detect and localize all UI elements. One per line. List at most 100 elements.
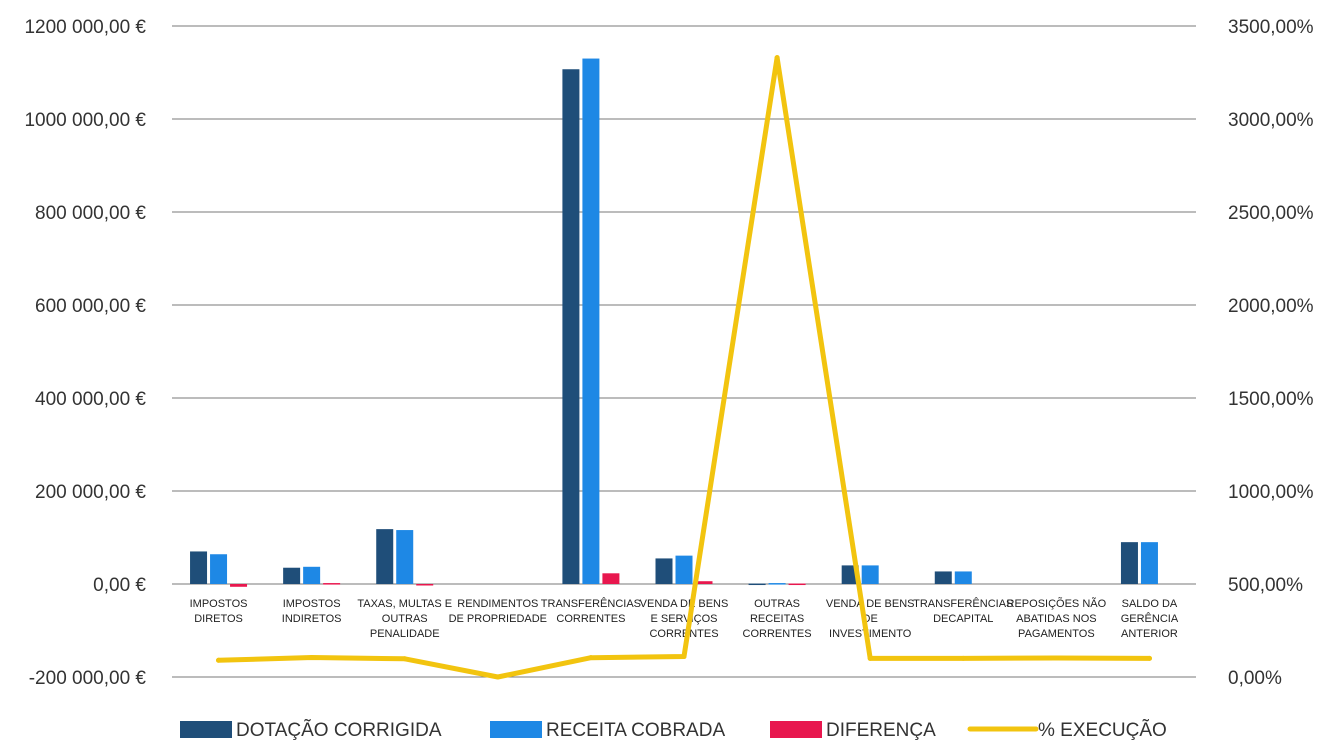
legend-swatch-3 — [770, 721, 822, 738]
category-label: RENDIMENTOS DE PROPRIEDADE — [449, 598, 547, 625]
execution-point-9 — [960, 655, 966, 661]
legend-label: DOTAÇÃO CORRIGIDA — [236, 719, 442, 741]
bar-2-6 — [675, 555, 693, 584]
category-label: REPOSIÇÕES NÃO ABATIDAS NOS PAGAMENTOS — [1007, 597, 1107, 640]
category-label-line: TAXAS, MULTAS E — [357, 598, 452, 610]
bar-1-7 — [748, 583, 766, 586]
bar-2-1 — [210, 554, 228, 584]
category-label-line: VENDA DE BENS — [826, 598, 915, 610]
right-tick-label: 1000,00% — [1228, 482, 1314, 503]
category-label-line: ANTERIOR — [1121, 628, 1178, 640]
category-label-line: CORRENTES — [649, 628, 718, 640]
bar-3-7 — [788, 583, 806, 586]
execution-point-7 — [774, 55, 780, 61]
bar-1-2 — [283, 567, 301, 584]
bar-1-9 — [934, 571, 952, 584]
category-label-line: CORRENTES — [556, 613, 625, 625]
category-label: IMPOSTOS DIRETOS — [190, 598, 248, 625]
execution-point-8 — [867, 655, 873, 661]
left-tick-label: -200 000,00 € — [29, 668, 147, 689]
category-label-line: DECAPITAL — [933, 613, 993, 625]
category-label-line: TRANSFERÊNCIAS — [913, 597, 1013, 610]
bar-2-11 — [1140, 542, 1158, 584]
gridlines — [172, 25, 1196, 678]
category-label: IMPOSTOS INDIRETOS — [282, 598, 342, 625]
category-label-line: INVESTIMENTO — [829, 628, 912, 640]
bar-3-6 — [695, 581, 713, 584]
execution-point-6 — [681, 654, 687, 660]
right-tick-label: 1500,00% — [1228, 389, 1314, 410]
execution-point-4 — [495, 674, 501, 680]
right-tick-label: 500,00% — [1228, 575, 1303, 596]
left-tick-label: 1000 000,00 € — [24, 110, 146, 131]
bar-3-3 — [416, 584, 434, 586]
bar-3-1 — [230, 584, 248, 587]
bar-1-3 — [376, 529, 394, 584]
bar-2-2 — [303, 566, 321, 584]
bar-2-9 — [954, 571, 972, 584]
category-label-line: RECEITAS — [750, 613, 804, 625]
right-tick-label: 0,00% — [1228, 668, 1282, 689]
category-label: VENDA DE BENS DE INVESTIMENTO — [826, 598, 915, 640]
category-label: SALDO DA GERÊNCIA ANTERIOR — [1121, 598, 1179, 640]
left-tick-label: 600 000,00 € — [35, 296, 146, 317]
left-tick-label: 1200 000,00 € — [24, 17, 146, 38]
left-tick-label: 200 000,00 € — [35, 482, 146, 503]
legend-swatch-2 — [490, 721, 542, 738]
category-label-line: OUTRAS — [382, 613, 428, 625]
right-tick-label: 3000,00% — [1228, 110, 1314, 131]
execution-point-2 — [309, 654, 315, 660]
bar-2-8 — [861, 565, 879, 584]
left-tick-label: 0,00 € — [93, 575, 146, 596]
right-tick-label: 2000,00% — [1228, 296, 1314, 317]
bar-2-3 — [396, 530, 414, 584]
category-label-line: GERÊNCIA — [1121, 612, 1179, 625]
execution-line — [216, 55, 1152, 680]
legend: DOTAÇÃO CORRIGIDA RECEITA COBRADA DIFERENÇ… — [180, 719, 1167, 741]
category-label-line: IMPOSTOS — [190, 598, 248, 610]
category-label: TRANSFERÊNCIAS DECAPITAL — [913, 597, 1013, 625]
execution-point-5 — [588, 655, 594, 661]
category-label-line: E SERVIÇOS — [650, 613, 717, 625]
execution-point-3 — [402, 656, 408, 662]
legend-label: RECEITA COBRADA — [546, 720, 725, 741]
right-tick-label: 2500,00% — [1228, 203, 1314, 224]
category-label-line: DIRETOS — [194, 613, 243, 625]
legend-label: DIFERENÇA — [826, 720, 936, 741]
category-label-line: SALDO DA — [1122, 598, 1178, 610]
right-axis-ticks: 0,00% 500,00% 1000,00% 1500,00% 2000,00% 2500… — [1228, 17, 1314, 689]
category-label: TAXAS, MULTAS E OUTRAS PENALIDADE — [357, 598, 452, 640]
bar-1-1 — [190, 551, 208, 584]
category-label-line: REPOSIÇÕES NÃO — [1007, 597, 1107, 610]
category-label-line: VENDA DE BENS — [640, 598, 729, 610]
category-label-line: CORRENTES — [743, 628, 812, 640]
category-label: VENDA DE BENS E SERVIÇOS CORRENTES — [640, 598, 729, 640]
category-label: TRANSFERÊNCIAS CORRENTES — [541, 597, 641, 625]
category-label-line: DE PROPRIEDADE — [449, 613, 547, 625]
category-label-line: RENDIMENTOS — [457, 598, 538, 610]
bar-3-2 — [323, 583, 341, 585]
category-label-line: PENALIDADE — [370, 628, 440, 640]
execution-point-10 — [1053, 655, 1059, 661]
legend-swatch-1 — [180, 721, 232, 738]
bar-1-5 — [562, 69, 580, 585]
legend-label: % EXECUÇÃO — [1038, 719, 1167, 741]
category-label-line: IMPOSTOS — [283, 598, 341, 610]
category-label-line: ABATIDAS NOS — [1016, 613, 1096, 625]
bar-1-6 — [655, 558, 673, 584]
category-label-line: PAGAMENTOS — [1018, 628, 1095, 640]
category-label: OUTRAS RECEITAS CORRENTES — [743, 598, 812, 640]
execution-point-1 — [216, 657, 222, 663]
execution-point-11 — [1146, 655, 1152, 661]
category-label-line: OUTRAS — [754, 598, 800, 610]
right-tick-label: 3500,00% — [1228, 17, 1314, 38]
bar-2-5 — [582, 58, 600, 585]
bar-2-7 — [768, 583, 786, 585]
left-tick-label: 800 000,00 € — [35, 203, 146, 224]
bar-1-11 — [1120, 542, 1138, 584]
category-label-line: INDIRETOS — [282, 613, 342, 625]
bars — [190, 58, 1158, 587]
category-label-line: TRANSFERÊNCIAS — [541, 597, 641, 610]
bar-3-5 — [602, 573, 620, 584]
